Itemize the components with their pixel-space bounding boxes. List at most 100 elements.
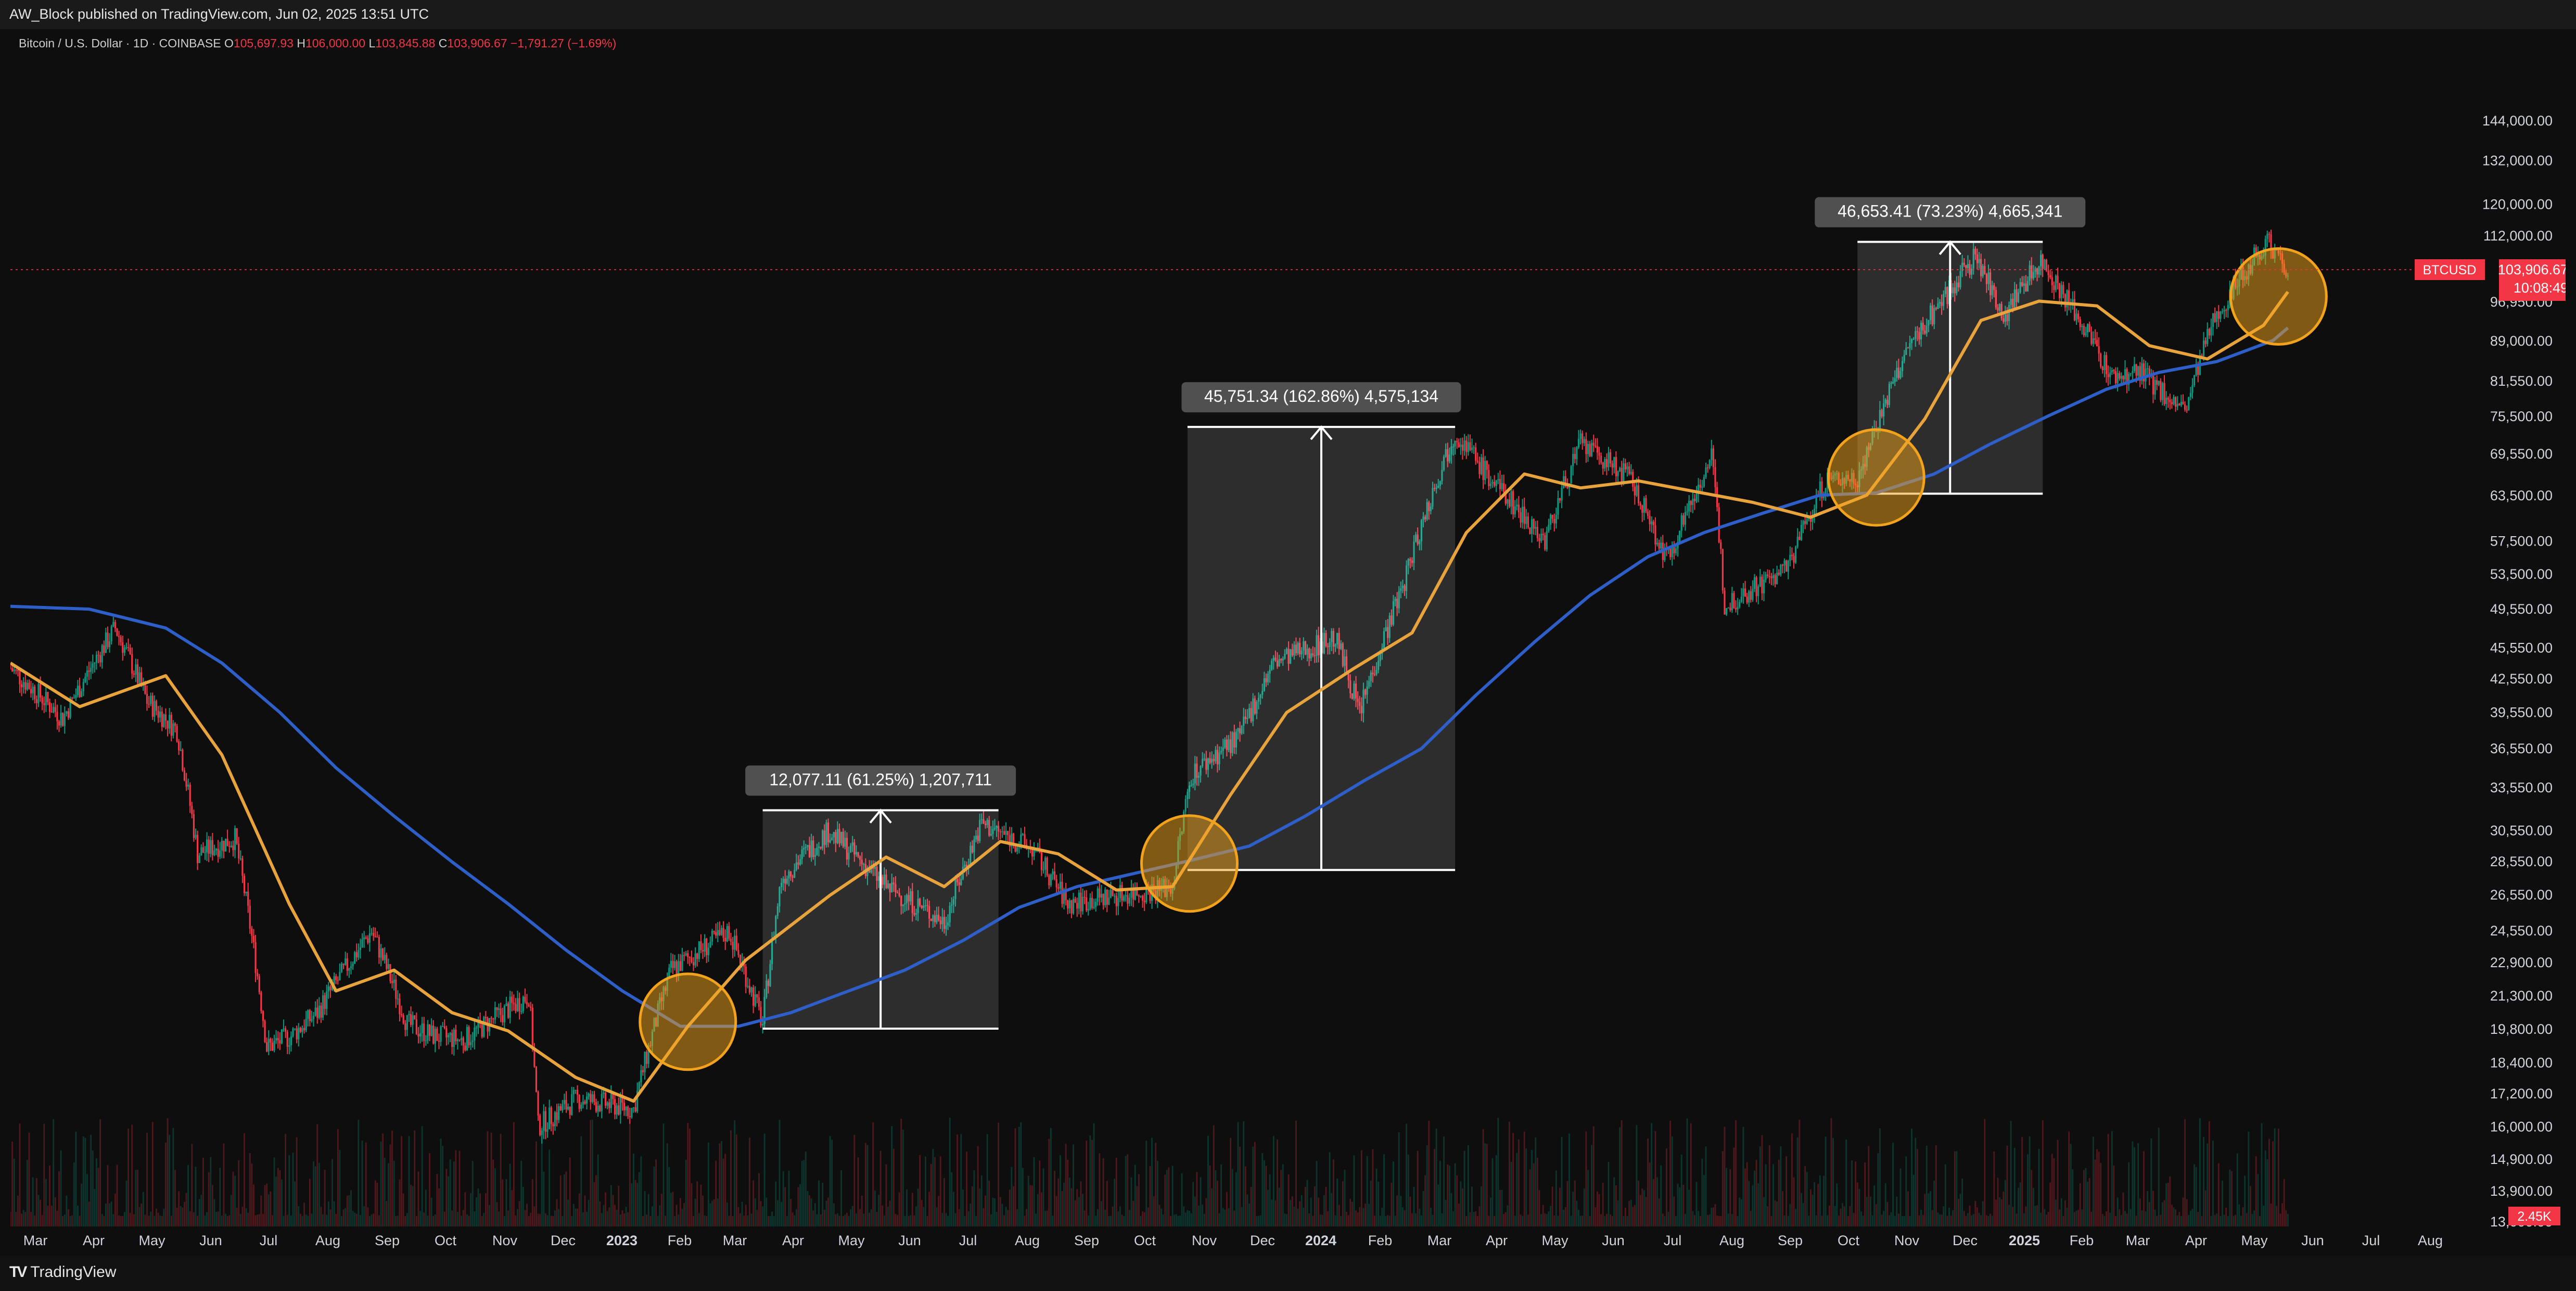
- volume-bar: [2208, 1121, 2210, 1226]
- volume-bar: [1445, 1200, 1447, 1226]
- candle-body: [1929, 305, 1932, 320]
- volume-bar: [943, 1178, 945, 1226]
- volume-bar: [1907, 1191, 1909, 1226]
- price-tick-label: 120,000.00: [2482, 196, 2553, 212]
- candle-body: [138, 672, 141, 684]
- candle-body: [2180, 402, 2182, 406]
- candle-body: [337, 980, 339, 981]
- candle-body: [1991, 285, 1993, 296]
- volume-bar: [760, 1201, 762, 1226]
- volume-bar: [1897, 1213, 1899, 1226]
- candle-body: [1557, 498, 1559, 515]
- volume-bar: [902, 1130, 904, 1226]
- volume-bar: [2217, 1163, 2220, 1226]
- volume-bar: [726, 1203, 728, 1226]
- candle-body: [2088, 324, 2090, 332]
- candle-body: [807, 845, 809, 847]
- volume-bar: [339, 1149, 341, 1226]
- candle-body: [1362, 689, 1364, 714]
- volume-bar: [810, 1198, 812, 1226]
- candle-body: [1433, 488, 1436, 489]
- volume-bar: [1520, 1214, 1522, 1226]
- candle-body: [539, 1116, 541, 1135]
- candle-body: [906, 895, 908, 904]
- volume-bar: [1972, 1214, 1974, 1226]
- volume-bar: [1164, 1174, 1166, 1226]
- volume-bar: [1690, 1123, 1692, 1226]
- volume-bar: [1484, 1143, 1486, 1226]
- symbol-badge-label: BTCUSD: [2423, 263, 2477, 277]
- volume-bar: [601, 1213, 603, 1226]
- candle-body: [898, 893, 900, 896]
- volume-bar: [1272, 1136, 1274, 1226]
- volume-bar: [1263, 1160, 1265, 1226]
- volume-bar: [127, 1128, 129, 1226]
- candle-body: [286, 1032, 288, 1047]
- volume-bar: [1174, 1214, 1176, 1226]
- candle-body: [853, 842, 856, 855]
- volume-bar: [1701, 1158, 1703, 1226]
- volume-bar: [747, 1215, 749, 1226]
- candle-body: [2000, 303, 2003, 319]
- volume-bar: [509, 1163, 511, 1226]
- candle-body: [378, 937, 380, 958]
- candle-body: [442, 1026, 444, 1027]
- volume-bar: [1727, 1213, 1729, 1226]
- candle-body: [544, 1111, 547, 1132]
- volume-bar: [1435, 1128, 1437, 1226]
- volume-bar: [1759, 1146, 1761, 1226]
- candle-body: [1563, 476, 1565, 488]
- price-axis[interactable]: 144,000.00132,000.00120,000.00112,000.00…: [2415, 113, 2566, 1230]
- volume-bar: [801, 1161, 803, 1226]
- candle-body: [81, 691, 83, 698]
- volume-bar: [719, 1143, 721, 1226]
- volume-bar: [1166, 1170, 1168, 1226]
- time-tick-label: Dec: [551, 1233, 576, 1248]
- volume-bar: [1252, 1146, 1254, 1226]
- candle-body: [1278, 659, 1280, 667]
- symbol-badge[interactable]: [2415, 259, 2485, 280]
- candle-body: [1207, 758, 1209, 770]
- candle-body: [1394, 599, 1396, 601]
- volume-bar: [443, 1211, 445, 1226]
- volume-bar: [2201, 1216, 2203, 1226]
- volume-bar: [1814, 1182, 1815, 1226]
- volume-bar: [500, 1134, 502, 1226]
- candle-body: [88, 670, 90, 672]
- candle-body: [692, 962, 695, 966]
- volume-bar: [226, 1216, 228, 1226]
- volume-bar: [380, 1141, 382, 1226]
- volume-bar: [591, 1119, 593, 1226]
- candle-body: [1222, 748, 1224, 751]
- candle-body: [1765, 574, 1767, 580]
- candle-body: [597, 1106, 599, 1112]
- candle-body: [170, 715, 172, 736]
- candle-body: [1907, 347, 1909, 349]
- volume-bar: [86, 1174, 88, 1226]
- candle-body: [1282, 658, 1284, 661]
- volume-bar: [1452, 1211, 1454, 1226]
- candle-body: [2163, 383, 2165, 404]
- candle-body: [1188, 785, 1191, 792]
- candle-body: [1582, 433, 1584, 444]
- tradingview-logo[interactable]: TV TradingView: [9, 1263, 116, 1281]
- volume-bar: [2044, 1209, 2046, 1226]
- candle-body: [1233, 732, 1235, 748]
- candle-body: [1598, 452, 1600, 456]
- candle-body: [436, 1029, 438, 1041]
- candle-body: [1675, 548, 1677, 553]
- candle-body: [1117, 898, 1119, 906]
- candle-body: [792, 876, 794, 878]
- last-price-badge[interactable]: [2499, 259, 2566, 301]
- time-axis[interactable]: Mar Apr May Jun Jul Aug Sep Oct Nov Dec 2023 Feb Mar…: [23, 1233, 2443, 1248]
- candle-body: [825, 822, 827, 845]
- candle-body: [2221, 311, 2224, 312]
- candle-body: [1753, 577, 1756, 589]
- candle-body: [753, 988, 755, 1006]
- candle-body: [1404, 585, 1406, 591]
- candle-body: [271, 1042, 274, 1051]
- candle-body: [1645, 498, 1647, 512]
- volume-badge[interactable]: [2508, 1207, 2560, 1225]
